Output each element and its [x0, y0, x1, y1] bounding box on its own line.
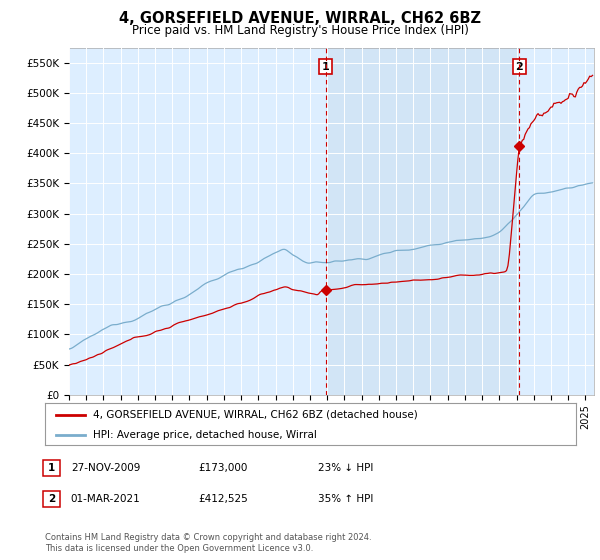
Text: 01-MAR-2021: 01-MAR-2021 — [71, 494, 140, 504]
Text: Contains HM Land Registry data © Crown copyright and database right 2024.
This d: Contains HM Land Registry data © Crown c… — [45, 533, 371, 553]
Text: 4, GORSEFIELD AVENUE, WIRRAL, CH62 6BZ: 4, GORSEFIELD AVENUE, WIRRAL, CH62 6BZ — [119, 11, 481, 26]
Text: HPI: Average price, detached house, Wirral: HPI: Average price, detached house, Wirr… — [93, 430, 317, 440]
Text: Price paid vs. HM Land Registry's House Price Index (HPI): Price paid vs. HM Land Registry's House … — [131, 24, 469, 36]
Text: 4, GORSEFIELD AVENUE, WIRRAL, CH62 6BZ (detached house): 4, GORSEFIELD AVENUE, WIRRAL, CH62 6BZ (… — [93, 410, 418, 420]
Text: 1: 1 — [48, 463, 55, 473]
Text: 27-NOV-2009: 27-NOV-2009 — [71, 463, 140, 473]
Bar — [326, 48, 520, 395]
Text: 2: 2 — [48, 494, 55, 504]
Text: 2: 2 — [515, 62, 523, 72]
Text: 23% ↓ HPI: 23% ↓ HPI — [318, 463, 373, 473]
Text: £412,525: £412,525 — [198, 494, 248, 504]
Text: £173,000: £173,000 — [198, 463, 247, 473]
Text: 1: 1 — [322, 62, 329, 72]
Text: 35% ↑ HPI: 35% ↑ HPI — [318, 494, 373, 504]
